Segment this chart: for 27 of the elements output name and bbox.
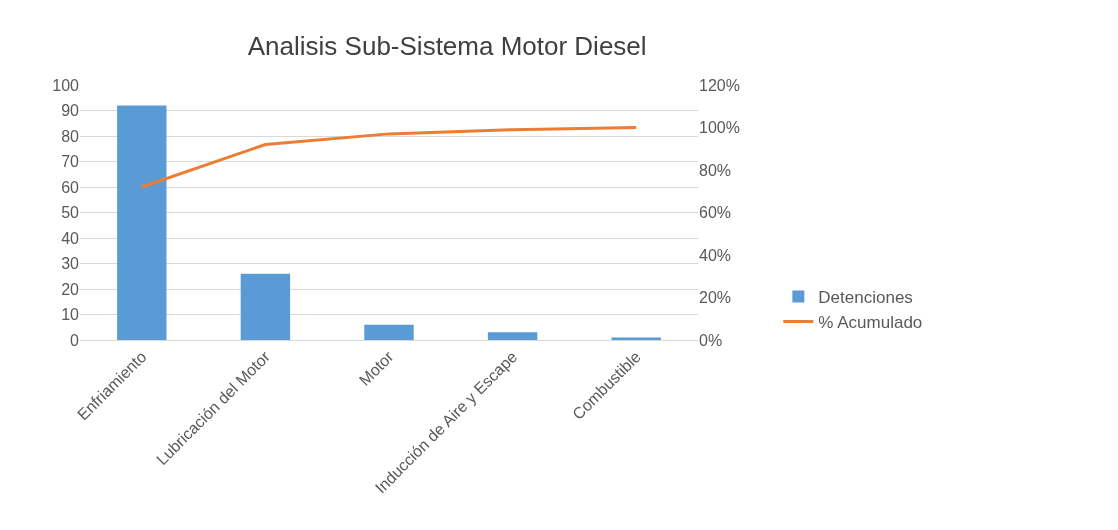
- y-tick-label: 10: [61, 306, 80, 324]
- bar: [117, 105, 167, 340]
- chart-title: Analisis Sub-Sistema Motor Diesel: [247, 31, 647, 62]
- bar: [364, 324, 414, 340]
- y-tick-label: 70: [61, 153, 80, 171]
- y2-tick-label: 60%: [699, 204, 732, 222]
- line-series: [140, 126, 638, 189]
- y-tick-label: 60: [61, 178, 80, 196]
- y-tick-label: 20: [61, 280, 80, 298]
- y-tick-label: 100: [52, 76, 80, 94]
- y-tick-label: 80: [61, 127, 80, 145]
- y-tick-label: 50: [61, 204, 80, 222]
- bar: [611, 337, 661, 340]
- y2-tick-label: 40%: [699, 246, 732, 264]
- y-tick-label: 30: [61, 255, 80, 273]
- y-tick-label: 40: [61, 229, 80, 247]
- y2-tick-label: 100%: [699, 119, 740, 137]
- y2-tick-label: 0%: [699, 331, 723, 349]
- bar: [487, 332, 538, 340]
- y-tick-label: 90: [61, 102, 80, 120]
- legend-label: Detenciones: [818, 288, 913, 308]
- bar: [240, 273, 291, 340]
- legend-label: % Acumulado: [818, 313, 923, 333]
- y2-tick-label: 80%: [699, 161, 732, 179]
- y2-tick-label: 20%: [699, 289, 732, 307]
- y2-tick-label: 120%: [699, 76, 740, 94]
- y-tick-label: 0: [70, 331, 80, 349]
